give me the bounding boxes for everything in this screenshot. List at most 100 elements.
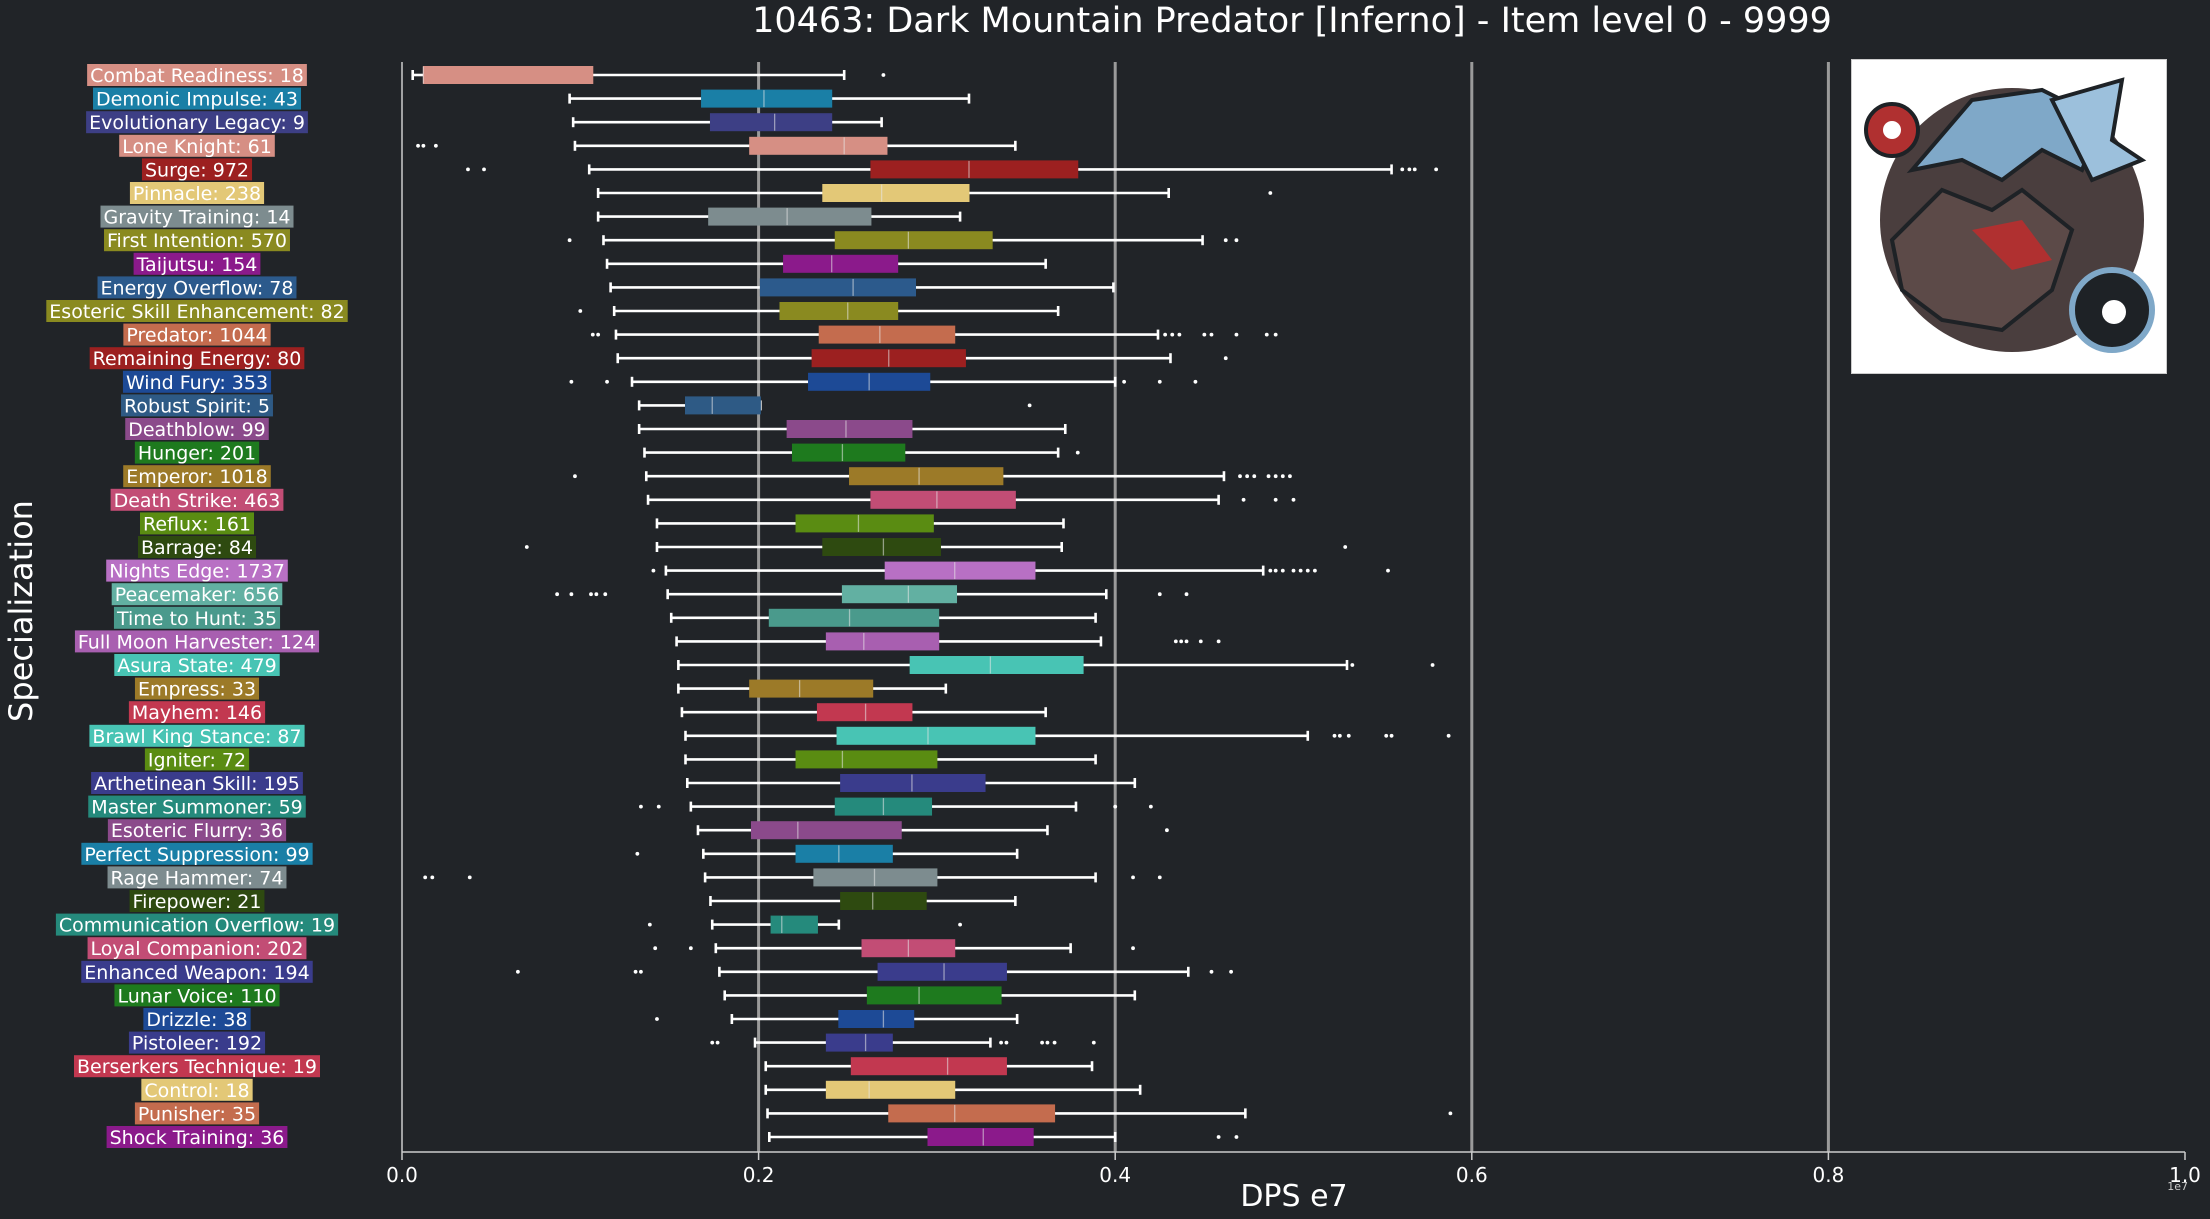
y-tick-label-text: Gravity Training: 14: [103, 207, 290, 229]
box-series-22: [555, 585, 1189, 604]
y-tick-label-40: Drizzle: 38: [143, 1008, 251, 1031]
x-axis-label: DPS e7: [1240, 1179, 1347, 1214]
y-tick-label-text: Pinnacle: 238: [133, 183, 261, 205]
y-tick-label-bg: [123, 465, 271, 488]
y-tick-label-bg: [55, 913, 339, 936]
y-tick-label-14: Robust Spirit: 5: [121, 394, 273, 417]
y-tick-label-bg: [106, 1126, 288, 1148]
box-iqr: [786, 420, 913, 438]
y-tick-label-bg: [143, 1008, 251, 1030]
y-tick-label-bg: [138, 536, 256, 558]
y-tick-label-bg: [134, 1102, 260, 1125]
y-tick-label-bg: [91, 772, 303, 794]
outlier-point: [639, 969, 643, 974]
outlier-point: [958, 922, 962, 927]
y-tick-label-38: Enhanced Weapon: 194: [81, 960, 313, 984]
y-tick-label-bg: [81, 960, 313, 983]
box-iqr: [795, 514, 934, 533]
box-iqr: [684, 396, 761, 415]
outlier-point: [1337, 733, 1342, 738]
y-tick-label-text: Combat Readiness: 18: [90, 65, 304, 87]
y-tick-label-text: Pistoleer: 192: [132, 1033, 262, 1055]
y-axis-label: Specialization: [2, 500, 40, 722]
outlier-point: [1291, 497, 1296, 502]
outlier-point: [1091, 1040, 1096, 1045]
outlier-point: [639, 804, 643, 809]
y-tick-label-text: Rage Hammer: 74: [111, 867, 284, 889]
x-tick-label-4: 0.8: [1812, 1163, 1844, 1187]
box-iqr: [927, 1128, 1034, 1146]
outlier-point: [881, 73, 886, 77]
outlier-point: [1234, 1135, 1239, 1139]
y-tick-label-text: Emperor: 1018: [126, 466, 268, 488]
y-tick-label-25: Asura State: 479: [114, 654, 280, 677]
box-iqr: [791, 443, 906, 462]
outlier-point: [1040, 1040, 1044, 1045]
y-tick-label-13: Wind Fury: 353: [122, 370, 272, 394]
box-series-43: [764, 1080, 1142, 1099]
box-series-17: [573, 467, 1292, 486]
box-iqr: [888, 1104, 1056, 1123]
y-tick-label-bg: [93, 87, 301, 110]
y-tick-label-39: Lunar Voice: 110: [114, 984, 280, 1007]
outlier-point: [605, 379, 609, 384]
outlier-point: [467, 875, 472, 880]
y-tick-label-bg: [141, 158, 253, 181]
y-tick-label-bg: [134, 441, 260, 464]
box-series-15: [637, 420, 1067, 438]
outlier-point: [1266, 474, 1271, 479]
outlier-point: [999, 1040, 1003, 1045]
outlier-point: [715, 1040, 720, 1045]
box-series-30: [685, 774, 1137, 792]
box-iqr: [822, 538, 941, 556]
outlier-point: [1148, 804, 1153, 809]
y-tick-label-text: Brawl King Stance: 87: [92, 726, 301, 748]
y-tick-label-text: Deathblow: 99: [128, 419, 266, 441]
y-tick-label-text: Full Moon Harvester: 124: [78, 631, 316, 653]
box-series-28: [684, 726, 1451, 745]
box-iqr: [825, 1033, 893, 1052]
box-series-21: [651, 561, 1390, 580]
y-tick-label-bg: [111, 583, 283, 606]
box-iqr: [825, 632, 940, 651]
y-tick-label-text: Mayhem: 146: [132, 702, 262, 724]
box-series-40: [655, 1010, 1019, 1028]
box-series-20: [524, 538, 1348, 556]
box-iqr: [783, 254, 899, 273]
outlier-point: [567, 238, 572, 243]
outlier-point: [1216, 1135, 1221, 1139]
y-tick-label-bg: [74, 630, 320, 653]
y-tick-label-text: Shock Training: 36: [110, 1127, 285, 1149]
y-tick-label-text: Hunger: 201: [138, 443, 256, 465]
y-tick-label-text: Energy Overflow: 78: [101, 277, 294, 299]
box-iqr: [870, 160, 1079, 179]
y-tick-label-bg: [128, 701, 266, 724]
y-tick-label-7: First Intention: 570: [104, 229, 290, 252]
box-iqr: [816, 703, 913, 722]
outlier-point: [1170, 332, 1175, 337]
box-series-3: [416, 136, 1017, 155]
y-tick-label-bg: [113, 606, 281, 629]
box-series-36: [647, 915, 962, 934]
box-iqr: [818, 325, 956, 344]
chart-title: 10463: Dark Mountain Predator [Inferno] …: [752, 1, 1832, 41]
outlier-point: [1241, 497, 1246, 502]
box-iqr: [749, 679, 874, 698]
y-tick-label-bg: [100, 205, 294, 228]
outlier-point: [1343, 545, 1348, 549]
box-iqr: [870, 490, 1016, 509]
box-series-41: [710, 1033, 1096, 1052]
y-tick-label-bg: [110, 488, 284, 511]
box-iqr: [779, 302, 899, 320]
y-tick-label-text: Death Strike: 463: [114, 490, 281, 512]
y-tick-label-bg: [107, 866, 287, 889]
y-tick-label-bg: [134, 677, 260, 700]
y-tick-label-24: Full Moon Harvester: 124: [74, 630, 320, 653]
plot-frame: [401, 62, 2185, 1153]
y-tick-label-45: Shock Training: 36: [106, 1126, 288, 1149]
y-tick-label-text: Predator: 1044: [126, 325, 267, 347]
y-tick-label-8: Taijutsu: 154: [133, 252, 261, 276]
outlier-point: [1113, 804, 1118, 809]
y-tick-label-text: Nights Edge: 1737: [109, 561, 285, 583]
y-tick-label-text: Loyal Companion: 202: [91, 938, 304, 960]
